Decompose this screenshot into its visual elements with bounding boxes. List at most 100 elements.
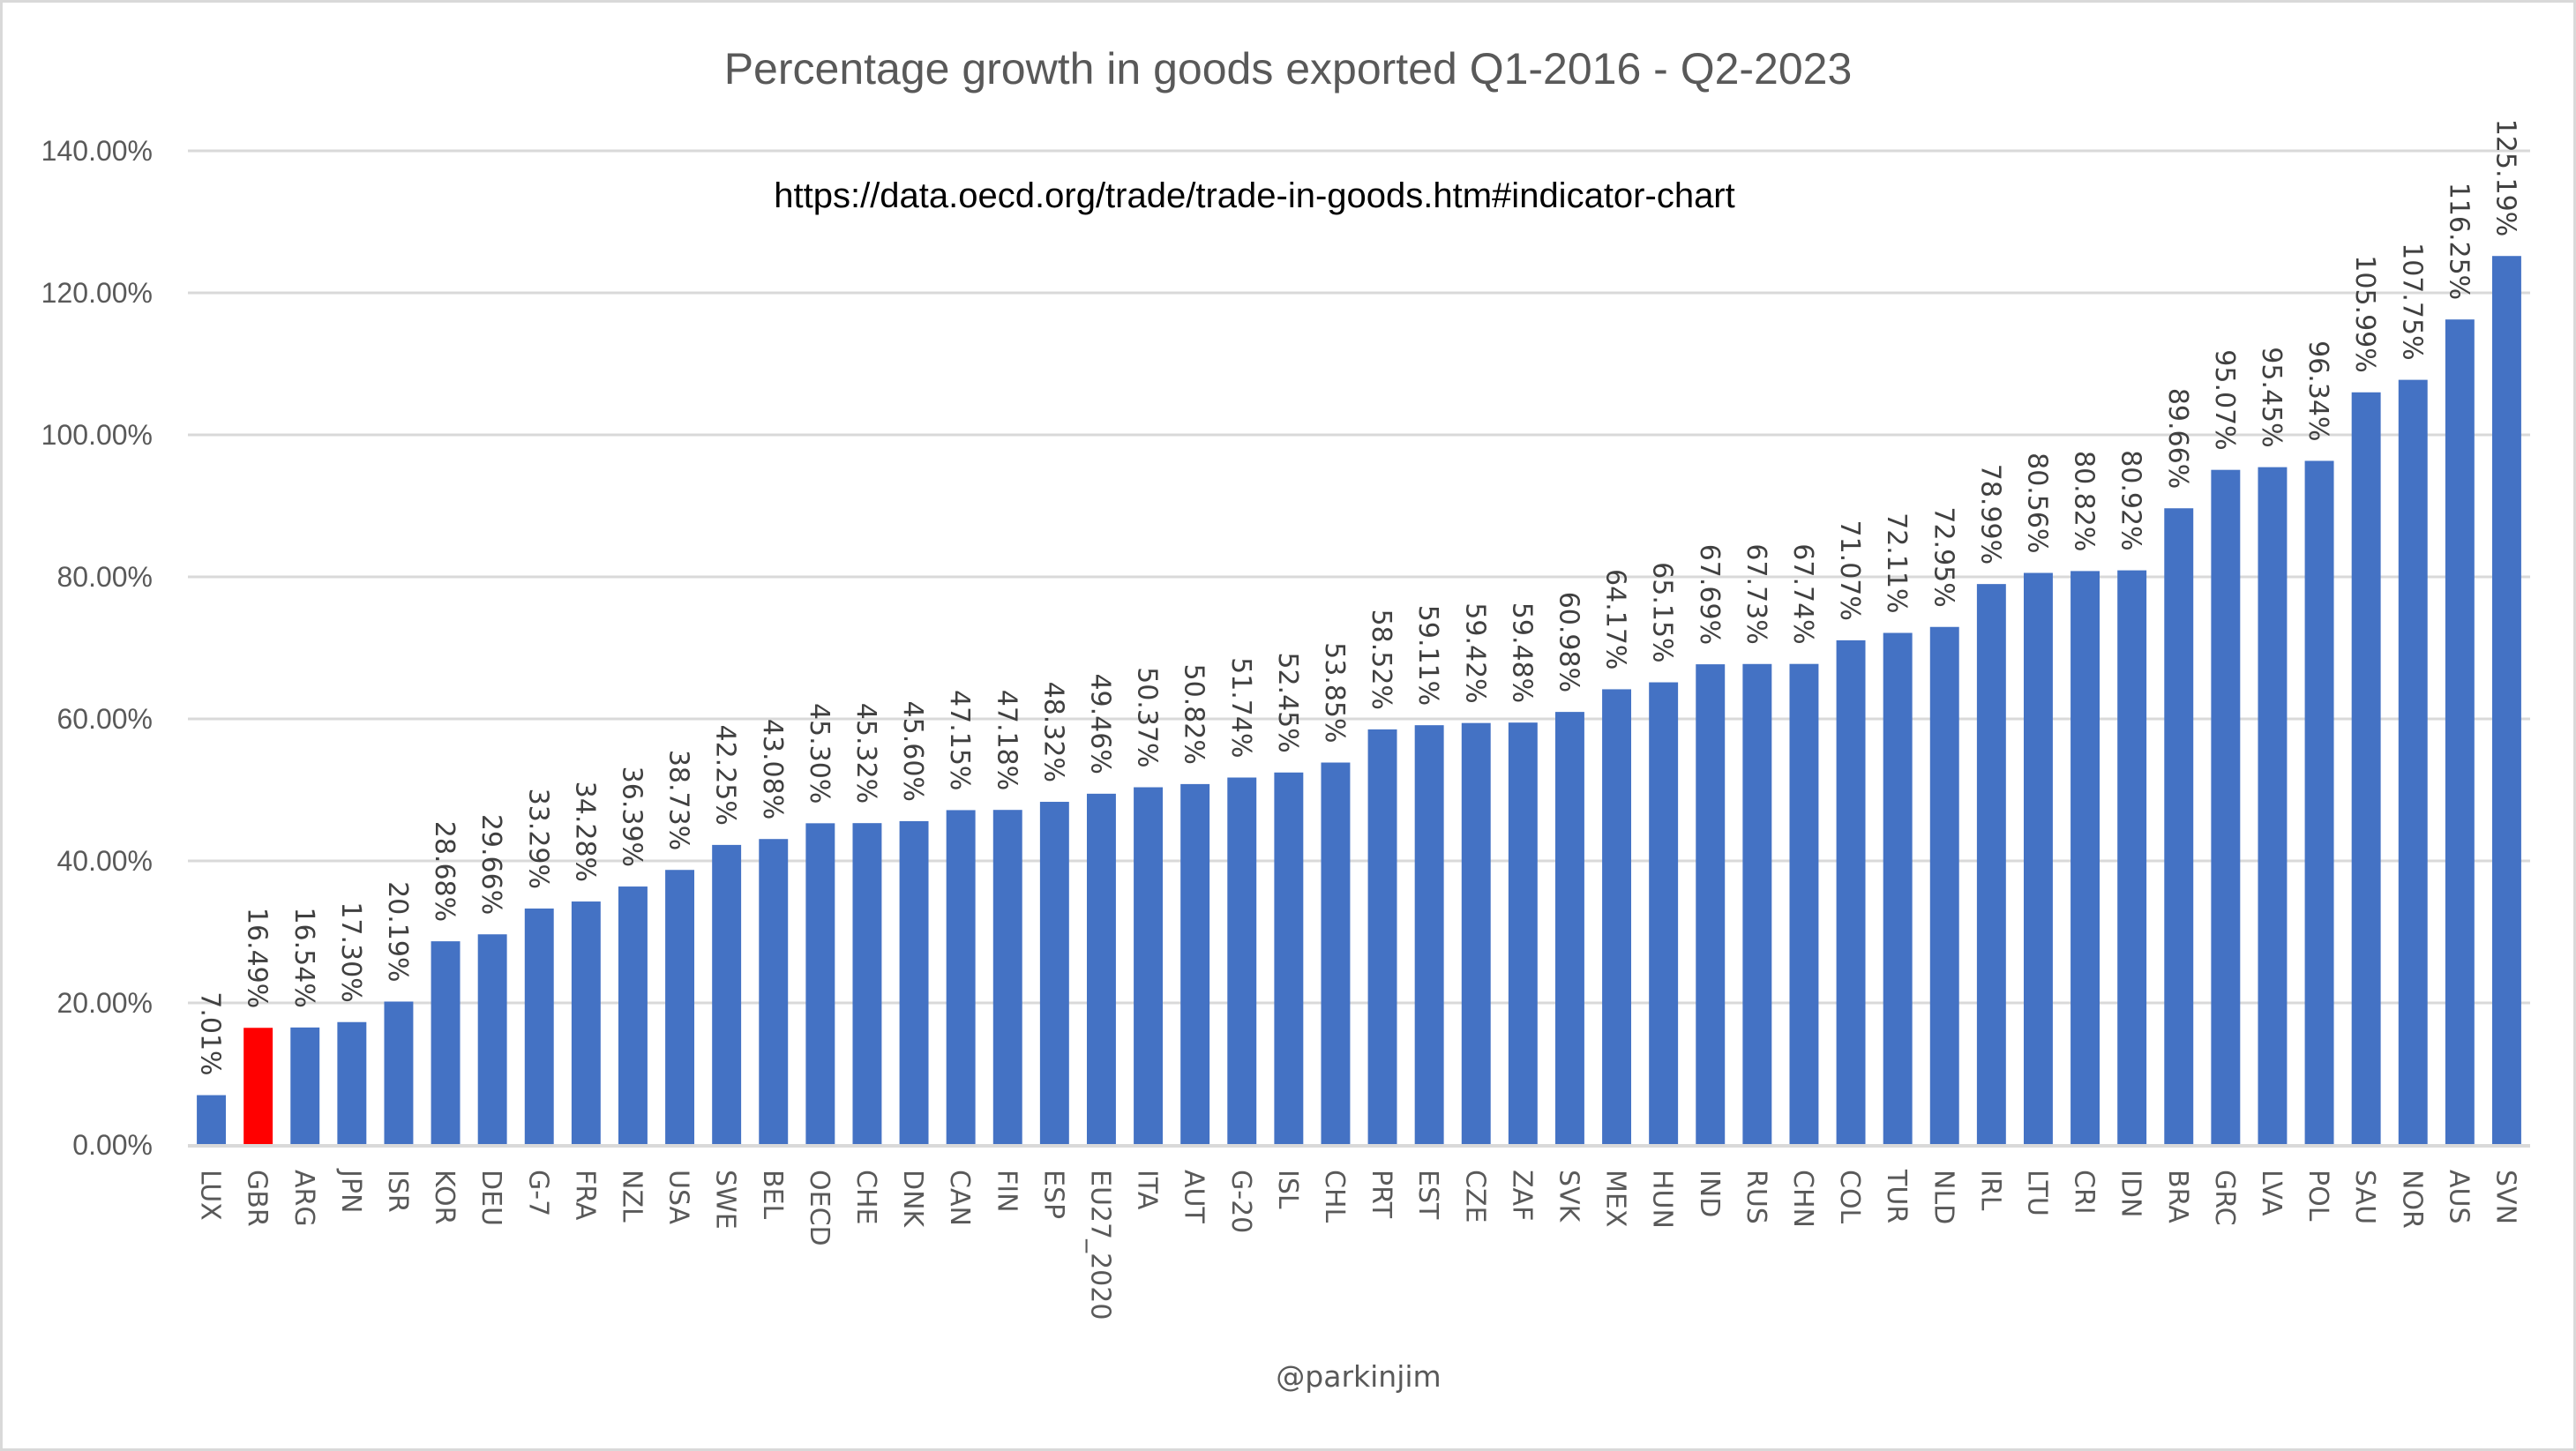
x-tick-label-cri: CRI — [2069, 1170, 2100, 1215]
x-tick-label-jpn: JPN — [335, 1168, 366, 1213]
x-tick-label-irl: IRL — [1974, 1170, 2005, 1211]
data-label-ltu: 80.56% — [2021, 453, 2052, 553]
x-axis-ticks: LUX GBR ARG JPN ISR KOR DEU G-7 FRA NZL USA SWE BEL O… — [195, 1168, 2521, 1320]
data-label-svn: 125.19% — [2490, 119, 2520, 236]
bar-chl — [1321, 762, 1351, 1145]
bar-usa — [665, 870, 695, 1145]
bar-isl — [1274, 772, 1304, 1145]
chart-title: Percentage growth in goods exported Q1-2… — [724, 44, 1853, 93]
y-tick-label: 40.00% — [56, 845, 153, 877]
bar-arg — [290, 1027, 320, 1145]
x-tick-label-tur: TUR — [1881, 1169, 1912, 1223]
data-label-prt: 58.52% — [1366, 610, 1397, 710]
x-tick-label-arg: ARG — [288, 1170, 319, 1227]
x-tick-label-est: EST — [1412, 1170, 1443, 1220]
bar-nor — [2398, 379, 2428, 1145]
footer-credit: @parkinjim — [1276, 1359, 1441, 1394]
bar-deu — [477, 934, 507, 1145]
bar-est — [1414, 725, 1444, 1145]
x-tick-label-nld: NLD — [1928, 1170, 1958, 1224]
bar-ltu — [2023, 572, 2053, 1145]
x-tick-label-pol: POL — [2303, 1170, 2333, 1222]
data-label-can: 47.15% — [944, 690, 975, 790]
bar-kor — [431, 941, 461, 1145]
x-tick-label-ltu: LTU — [2021, 1170, 2052, 1216]
bar-lux — [197, 1095, 227, 1145]
data-label-ind: 67.69% — [1694, 544, 1725, 645]
data-label-ita: 50.37% — [1132, 667, 1163, 767]
bars — [197, 256, 2521, 1146]
data-label-bra: 89.66% — [2162, 388, 2193, 489]
bar-g-20 — [1227, 777, 1257, 1145]
data-label-grc: 95.07% — [2209, 349, 2240, 450]
x-tick-label-mex: MEX — [1600, 1170, 1631, 1227]
bar-bel — [759, 839, 789, 1145]
bar-cze — [1461, 722, 1491, 1145]
bar-bra — [2164, 508, 2194, 1145]
data-label-esp: 48.32% — [1037, 682, 1068, 782]
bar-col — [1836, 639, 1866, 1145]
bar-fin — [992, 810, 1022, 1145]
data-label-col: 71.07% — [1834, 520, 1865, 620]
x-tick-label-nor: NOR — [2396, 1170, 2427, 1229]
bar-eu27_2020 — [1086, 793, 1116, 1145]
data-label-svk: 60.98% — [1553, 592, 1584, 692]
y-tick-label: 100.00% — [41, 419, 153, 451]
y-tick-label: 120.00% — [41, 277, 153, 309]
x-tick-label-g-20: G-20 — [1225, 1170, 1256, 1233]
y-tick-label: 0.00% — [72, 1129, 153, 1161]
data-label-swe: 42.25% — [710, 724, 741, 825]
x-tick-label-svn: SVN — [2490, 1170, 2520, 1224]
x-tick-label-fin: FIN — [991, 1170, 1022, 1213]
x-tick-label-ita: ITA — [1132, 1170, 1163, 1210]
data-label-oecd: 45.30% — [804, 703, 835, 804]
x-tick-label-col: COL — [1834, 1170, 1865, 1224]
data-label-tur: 72.11% — [1881, 512, 1912, 613]
x-tick-label-rus: RUS — [1741, 1170, 1771, 1224]
data-label-cri: 80.82% — [2069, 451, 2100, 551]
bar-isr — [384, 1001, 414, 1145]
bar-idn — [2117, 570, 2147, 1145]
data-labels: 7.01% 16.49% 16.54% 17.30% 20.19% 28.68% 29.66… — [195, 119, 2521, 1076]
bar-prt — [1367, 729, 1397, 1145]
data-label-nld: 72.95% — [1928, 506, 1958, 607]
data-label-deu: 29.66% — [476, 814, 506, 915]
data-label-g-7: 33.29% — [522, 789, 553, 889]
x-tick-label-g-7: G-7 — [522, 1170, 553, 1216]
y-tick-label: 20.00% — [56, 987, 153, 1019]
x-tick-label-prt: PRT — [1366, 1170, 1397, 1219]
bar-chn — [1789, 663, 1819, 1145]
data-label-isl: 52.45% — [1272, 652, 1303, 752]
bar-dnk — [899, 820, 929, 1145]
x-tick-label-esp: ESP — [1037, 1170, 1068, 1219]
x-tick-label-nzl: NZL — [616, 1170, 647, 1223]
bar-cri — [2071, 571, 2100, 1145]
bar-esp — [1039, 802, 1069, 1145]
x-tick-label-dnk: DNK — [897, 1170, 928, 1229]
x-tick-label-isl: ISL — [1272, 1170, 1303, 1209]
data-label-che: 45.32% — [850, 703, 881, 804]
data-label-jpn: 17.30% — [335, 901, 366, 1002]
bar-lva — [2258, 467, 2288, 1145]
bar-swe — [712, 844, 742, 1145]
x-tick-label-usa: USA — [663, 1170, 694, 1225]
data-label-lux: 7.01% — [195, 991, 226, 1075]
data-label-isr: 20.19% — [382, 881, 413, 982]
data-label-zaf: 59.48% — [1506, 602, 1537, 703]
x-tick-label-kor: KOR — [429, 1170, 460, 1225]
x-tick-label-isr: ISR — [382, 1170, 413, 1213]
y-axis-ticks: 0.00% 20.00% 40.00% 60.00% 80.00% 100.00% 120.… — [41, 135, 153, 1161]
data-label-bel: 43.08% — [757, 719, 788, 819]
x-tick-label-can: CAN — [944, 1170, 975, 1226]
source-annotation: https://data.oecd.org/trade/trade-in-goo… — [774, 176, 1735, 215]
data-label-mex: 64.17% — [1600, 569, 1631, 669]
x-tick-label-aus: AUS — [2443, 1170, 2474, 1224]
bar-aut — [1180, 783, 1210, 1145]
data-label-idn: 80.92% — [2115, 450, 2146, 550]
data-label-aus: 116.25% — [2443, 183, 2474, 300]
data-label-kor: 28.68% — [429, 821, 460, 922]
y-tick-label: 80.00% — [56, 561, 153, 593]
bar-rus — [1742, 663, 1772, 1145]
data-label-nzl: 36.39% — [616, 767, 647, 867]
